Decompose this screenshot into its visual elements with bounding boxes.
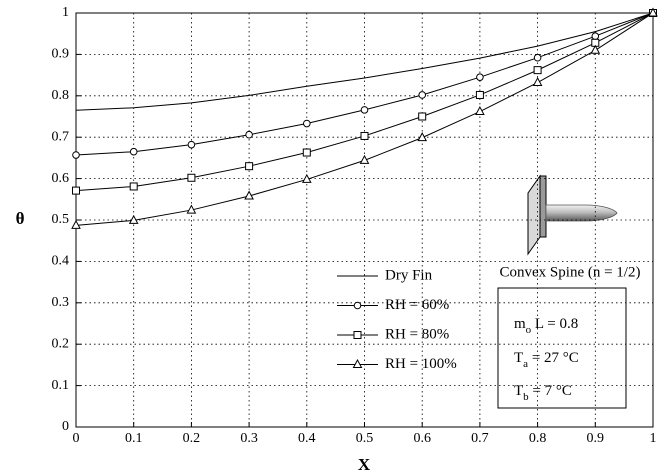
- marker: [360, 131, 369, 140]
- marker: [302, 148, 311, 157]
- annotation-part: = 27 °C: [528, 350, 579, 366]
- marker: [533, 53, 542, 62]
- fin-icon: [527, 174, 618, 256]
- x-tick-label: 0.4: [298, 431, 316, 446]
- x-tick-label: 0.7: [471, 431, 489, 446]
- annotation-part: m: [514, 316, 526, 332]
- y-tick-label: 0.8: [52, 88, 70, 103]
- legend-label: RH = 60%: [385, 297, 449, 313]
- annotation-box: [497, 287, 627, 409]
- y-tick-label: 0.4: [52, 254, 70, 269]
- marker: [128, 214, 139, 224]
- marker: [301, 173, 312, 183]
- y-tick-label: 0.9: [52, 47, 70, 62]
- marker: [186, 204, 197, 214]
- marker: [352, 358, 363, 368]
- x-axis-label: X: [358, 455, 371, 474]
- marker: [476, 73, 484, 81]
- y-tick-label: 0.5: [52, 212, 70, 227]
- caption: Convex Spine (n = 1/2): [500, 264, 641, 280]
- annotation-part: L = 0.8: [531, 316, 578, 332]
- annotation-part: a: [523, 358, 528, 370]
- marker: [591, 32, 600, 40]
- annotation: Tb = 7 °C: [514, 383, 572, 402]
- y-tick-label: 0.2: [52, 336, 70, 351]
- y-tick-label: 0.6: [52, 171, 70, 186]
- y-tick-label: 1: [62, 5, 69, 20]
- legend-label: RH = 80%: [385, 326, 449, 342]
- marker: [590, 44, 601, 54]
- legend-label: Dry Fin: [385, 267, 433, 283]
- marker: [187, 140, 196, 149]
- marker: [72, 186, 80, 195]
- marker: [532, 76, 543, 87]
- marker: [417, 132, 428, 142]
- marker: [245, 162, 254, 171]
- annotation-part: T: [514, 350, 523, 366]
- marker: [475, 105, 485, 116]
- annotation-part: = 7 °C: [529, 383, 572, 399]
- y-tick-label: 0.3: [52, 295, 70, 310]
- y-tick-label: 0.7: [52, 129, 70, 144]
- marker: [353, 331, 362, 339]
- y-tick-label: 0.1: [52, 378, 70, 393]
- marker: [303, 119, 311, 128]
- marker: [353, 301, 362, 310]
- x-tick-label: 0.2: [183, 431, 201, 446]
- marker: [71, 219, 81, 229]
- marker: [360, 106, 369, 114]
- marker: [418, 112, 427, 121]
- marker: [129, 182, 138, 191]
- marker: [475, 90, 484, 99]
- annotation: Ta = 27 °C: [514, 350, 579, 369]
- series-line: [75, 12, 654, 192]
- x-tick-label: 1: [650, 431, 657, 446]
- marker: [648, 7, 658, 17]
- annotation-part: T: [514, 383, 523, 399]
- x-tick-label: 0.1: [125, 431, 143, 446]
- x-tick-label: 0.3: [240, 431, 258, 446]
- marker: [359, 154, 370, 164]
- y-tick-label: 0: [62, 419, 69, 434]
- annotation-part: o: [526, 324, 532, 336]
- series-line: [75, 12, 654, 111]
- x-tick-label: 0.5: [356, 431, 374, 446]
- marker: [244, 190, 254, 200]
- legend-label: RH = 100%: [385, 356, 457, 372]
- marker: [418, 91, 427, 99]
- x-tick-label: 0: [73, 431, 80, 446]
- marker: [245, 130, 253, 139]
- marker: [533, 66, 542, 75]
- y-axis-label: θ: [16, 209, 25, 228]
- annotation: mo L = 0.8: [514, 316, 578, 335]
- marker: [72, 151, 80, 159]
- marker: [187, 173, 196, 182]
- x-tick-label: 0.9: [587, 431, 605, 446]
- x-tick-label: 0.6: [413, 431, 431, 446]
- marker: [129, 147, 138, 156]
- annotation-part: b: [523, 391, 529, 403]
- x-tick-label: 0.8: [529, 431, 547, 446]
